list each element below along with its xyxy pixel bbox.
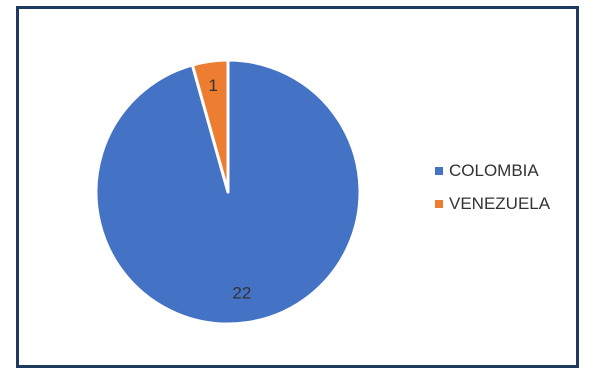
legend-item-venezuela: VENEZUELA (435, 193, 550, 214)
legend-label-venezuela: VENEZUELA (449, 193, 551, 213)
legend-swatch-venezuela (435, 199, 443, 208)
legend-swatch-colombia (435, 166, 443, 175)
slice-venezuela (190, 58, 230, 194)
legend-item-colombia: COLOMBIA (435, 160, 550, 181)
legend: COLOMBIA VENEZUELA (435, 160, 550, 226)
data-label-venezuela: 1 (209, 76, 218, 95)
legend-label-colombia: COLOMBIA (449, 160, 539, 180)
data-label-colombia: 22 (232, 284, 251, 303)
